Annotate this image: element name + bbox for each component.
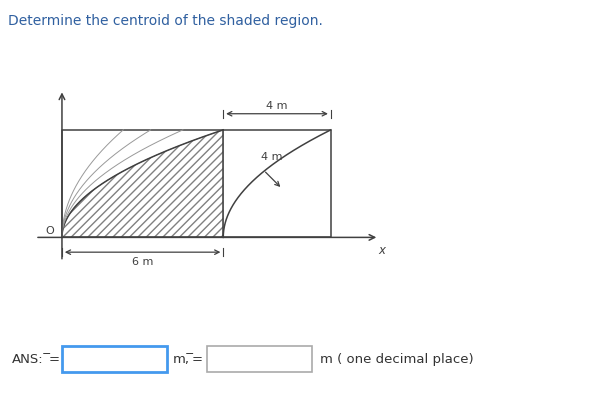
Text: ̅=: ̅= [193, 353, 204, 365]
Text: ANS:: ANS: [12, 353, 43, 365]
Polygon shape [62, 130, 223, 237]
Text: ̅=: ̅= [50, 353, 61, 365]
Text: 4 m: 4 m [261, 152, 282, 162]
Text: m ( one decimal place): m ( one decimal place) [320, 353, 473, 365]
Text: 6 m: 6 m [132, 257, 153, 267]
Text: x: x [378, 244, 386, 257]
Text: O: O [45, 226, 54, 236]
Text: m,: m, [173, 353, 190, 365]
FancyBboxPatch shape [207, 346, 312, 372]
Text: 4 m: 4 m [266, 101, 287, 111]
FancyBboxPatch shape [62, 346, 167, 372]
Text: Determine the centroid of the shaded region.: Determine the centroid of the shaded reg… [8, 14, 323, 28]
